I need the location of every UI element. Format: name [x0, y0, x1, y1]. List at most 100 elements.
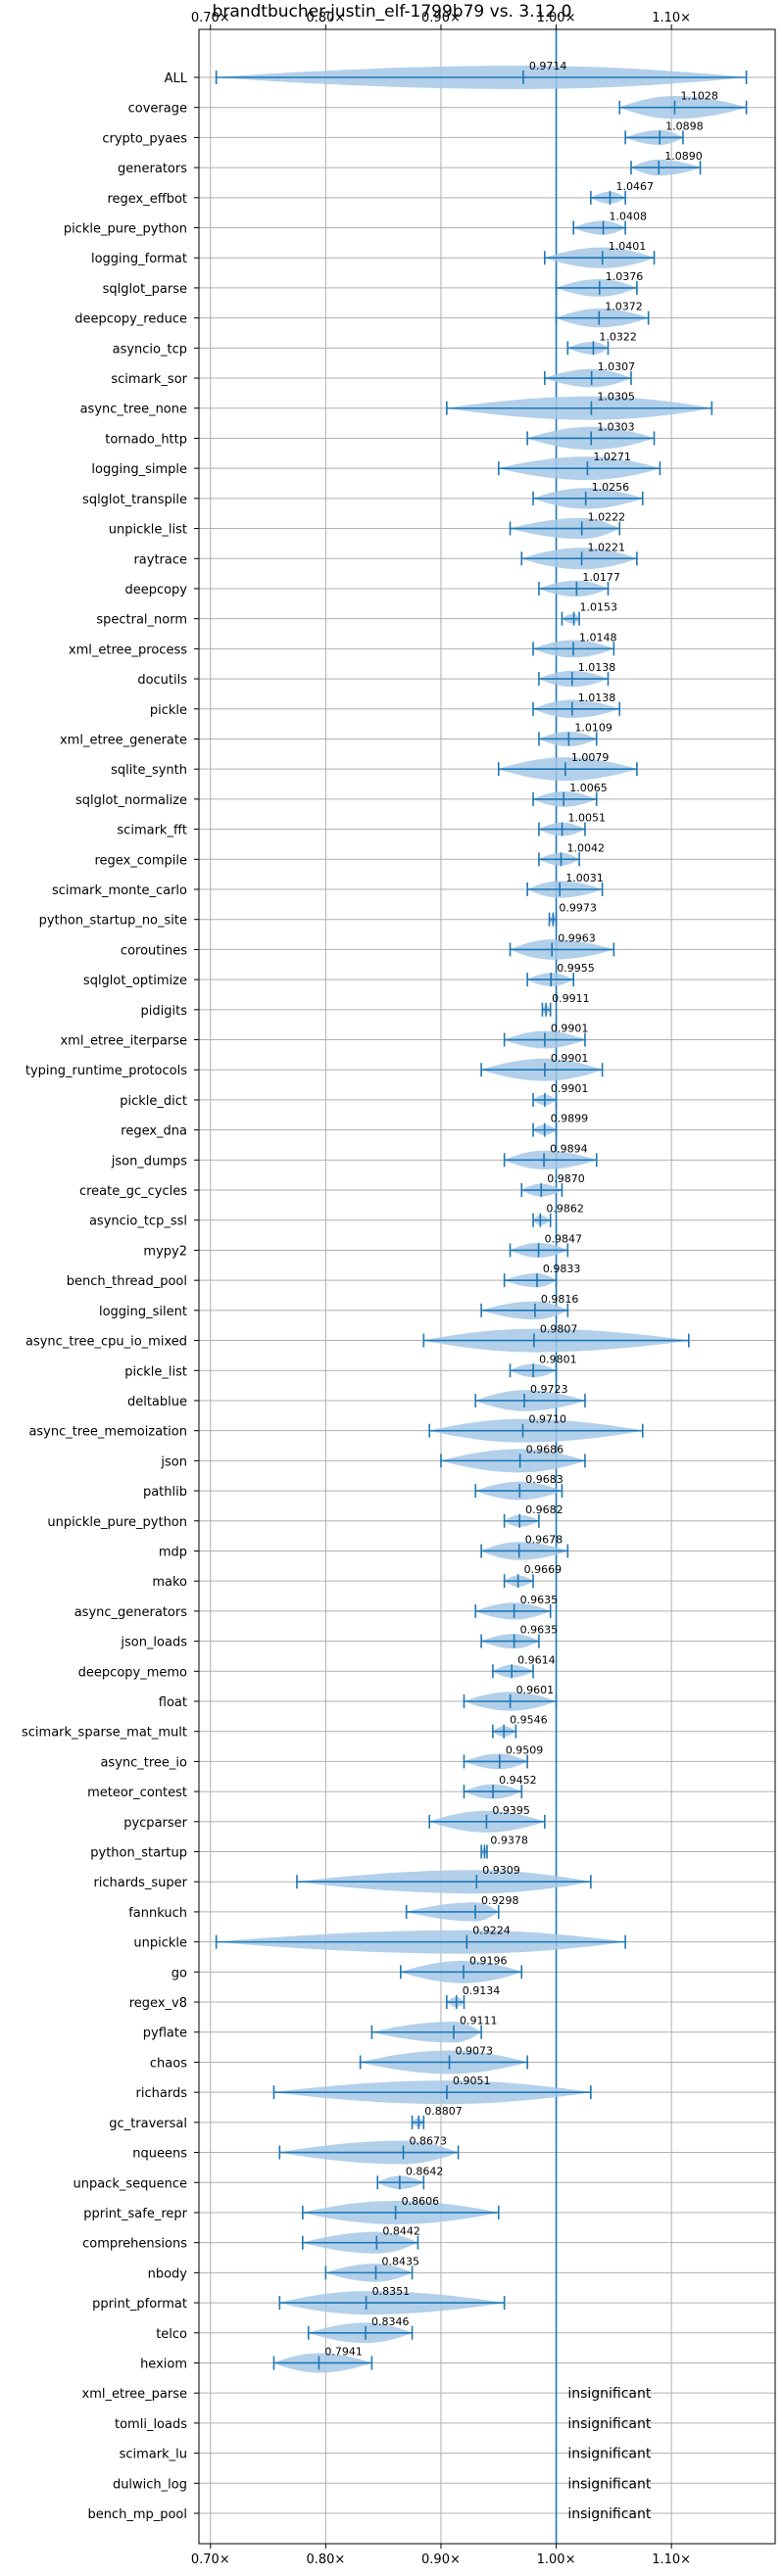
value-label: 0.8442 [382, 2225, 420, 2238]
x-tick-label: 1.10× [652, 2552, 691, 2567]
benchmark-label: unpack_sequence [73, 2176, 187, 2191]
benchmark-label: pidigits [141, 1004, 188, 1019]
value-label: 0.9801 [539, 1353, 577, 1365]
value-label: 0.9309 [482, 1864, 520, 1877]
benchmark-label: async_generators [74, 1605, 188, 1620]
value-labels: 0.9714 1.1028 1.0898 1.0890 1.0467 1.0408 1.04… [324, 60, 718, 2522]
value-label: 1.0271 [593, 451, 631, 463]
value-label: 1.0221 [588, 541, 626, 553]
value-label: 0.8606 [402, 2195, 440, 2208]
benchmark-label: unpickle_pure_python [47, 1515, 187, 1530]
value-label: 0.9614 [517, 1653, 556, 1666]
row-labels: ALL coverage crypto_pyaes generators regex_e… [22, 72, 199, 2522]
value-label: 1.0042 [566, 841, 605, 854]
benchmark-label: async_tree_cpu_io_mixed [25, 1335, 187, 1350]
benchmark-label: sqlglot_normalize [75, 793, 187, 808]
value-label: 1.0031 [565, 872, 604, 884]
value-label: 0.9686 [526, 1443, 564, 1455]
benchmark-label: regex_dna [121, 1124, 187, 1139]
benchmark-label: mdp [159, 1545, 187, 1559]
benchmark-label: pprint_safe_repr [83, 2207, 187, 2221]
benchmark-label: sqlglot_parse [103, 282, 187, 297]
value-label: 0.9546 [510, 1714, 548, 1727]
value-label: 0.9911 [552, 992, 590, 1005]
benchmark-label: regex_effbot [107, 192, 187, 207]
benchmark-label: logging_silent [99, 1305, 187, 1319]
benchmark-label: mypy2 [143, 1244, 187, 1259]
value-label: 1.0305 [597, 391, 635, 404]
value-label: 0.9899 [551, 1113, 589, 1125]
value-label: 1.0153 [580, 601, 618, 614]
value-label: 0.9298 [481, 1894, 518, 1907]
benchmark-label: xml_etree_parse [82, 2387, 187, 2402]
value-label: 0.9723 [530, 1383, 568, 1396]
value-label: 1.0051 [568, 812, 607, 825]
benchmark-label: generators [118, 162, 187, 176]
benchmark-label: comprehensions [82, 2237, 187, 2252]
benchmark-label: unpickle [133, 1936, 187, 1951]
value-label: 1.0376 [606, 270, 644, 283]
value-label: 0.9134 [463, 1984, 501, 1997]
benchmark-label: scimark_fft [117, 824, 187, 838]
benchmark-label: pycparser [123, 1816, 187, 1831]
value-label: 1.0109 [574, 721, 612, 734]
benchmark-label: json [160, 1455, 187, 1469]
insignificant-label: insignificant [567, 2386, 652, 2402]
benchmark-label: tomli_loads [115, 2417, 187, 2432]
benchmark-label: async_tree_none [80, 403, 187, 417]
value-label: 0.9669 [524, 1563, 563, 1576]
value-label: 0.9807 [540, 1323, 578, 1336]
value-label: 0.9378 [490, 1835, 528, 1847]
value-label: 1.0138 [578, 661, 616, 674]
value-label: 0.9963 [558, 931, 596, 944]
chart-title: brandtbucher-justin_elf-1799b79 vs. 3.12… [213, 2, 572, 22]
value-label: 0.9901 [551, 1052, 589, 1065]
benchmark-label: meteor_contest [87, 1786, 187, 1800]
benchmark-label: scimark_sor [111, 372, 187, 387]
value-label: 0.9051 [453, 2075, 491, 2087]
benchmark-label: regex_compile [94, 853, 187, 868]
value-label: 0.8435 [382, 2255, 420, 2267]
axis-ticks: 0.70× 0.70× 0.80× 0.80× 0.90× 0.90× 1.00× 1.00×… [191, 11, 691, 2567]
value-label: 0.9955 [557, 962, 595, 975]
benchmark-label: ALL [165, 72, 188, 86]
value-label: 0.9710 [528, 1413, 566, 1426]
benchmark-label: tornado_http [105, 432, 187, 447]
value-label: 0.8807 [424, 2105, 463, 2118]
benchmark-label: raytrace [133, 552, 187, 567]
value-label: 0.9196 [469, 1954, 508, 1967]
value-label: 0.9111 [460, 2015, 498, 2027]
benchmark-label: richards [136, 2086, 188, 2101]
value-label: 0.9847 [545, 1232, 583, 1245]
value-label: 0.9452 [499, 1774, 537, 1787]
benchmark-label: crypto_pyaes [102, 131, 187, 146]
benchmark-label: coverage [128, 102, 187, 117]
benchmark-label: create_gc_cycles [79, 1184, 187, 1199]
insignificant-label: insignificant [567, 2506, 652, 2522]
benchmark-label: deepcopy_reduce [74, 312, 187, 327]
benchmark-label: gc_traversal [109, 2117, 187, 2131]
value-label: 1.0307 [598, 360, 636, 373]
benchmark-label: spectral_norm [96, 613, 187, 628]
value-label: 1.0138 [578, 692, 616, 704]
benchmark-label: hexiom [140, 2357, 187, 2371]
benchmark-label: async_tree_memoization [28, 1425, 187, 1440]
benchmark-label: sqlglot_transpile [82, 493, 187, 507]
value-label: 0.9862 [546, 1203, 584, 1216]
value-label: 1.0148 [579, 631, 617, 644]
benchmark-label: pickle_dict [120, 1094, 187, 1109]
value-label: 1.0065 [569, 782, 608, 794]
value-label: 0.9509 [506, 1743, 544, 1756]
benchmark-label: xml_etree_process [69, 643, 187, 657]
x-tick-label: 0.80× [306, 2552, 345, 2567]
x-tick-label: 0.90× [421, 2552, 461, 2567]
insignificant-label: insignificant [567, 2476, 652, 2492]
benchmark-label: dulwich_log [113, 2477, 187, 2492]
benchmark-label: nqueens [132, 2147, 187, 2162]
value-label: 0.9816 [541, 1293, 579, 1306]
benchmark-label: python_startup [90, 1846, 187, 1861]
value-label: 1.0177 [582, 571, 620, 584]
benchmark-label: go [172, 1966, 187, 1980]
benchmark-label: scimark_sparse_mat_mult [22, 1726, 187, 1741]
value-label: 0.9714 [529, 60, 567, 72]
